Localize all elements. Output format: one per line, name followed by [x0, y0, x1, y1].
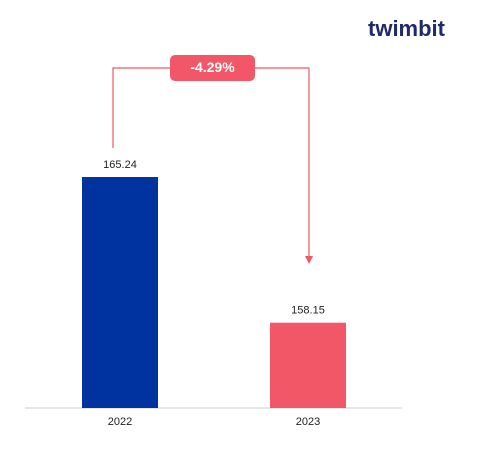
annotation: -4.29% [190, 59, 235, 75]
logo: twimbit [368, 16, 446, 41]
value-label: 158.15 [291, 305, 325, 317]
value-label: 165.24 [103, 159, 137, 171]
arrow-head [305, 256, 313, 264]
bar [82, 177, 158, 408]
x-tick-label: 2022 [108, 416, 132, 428]
x-tick-label: 2023 [296, 416, 320, 428]
annotation-box [170, 55, 255, 81]
bar [270, 322, 346, 408]
